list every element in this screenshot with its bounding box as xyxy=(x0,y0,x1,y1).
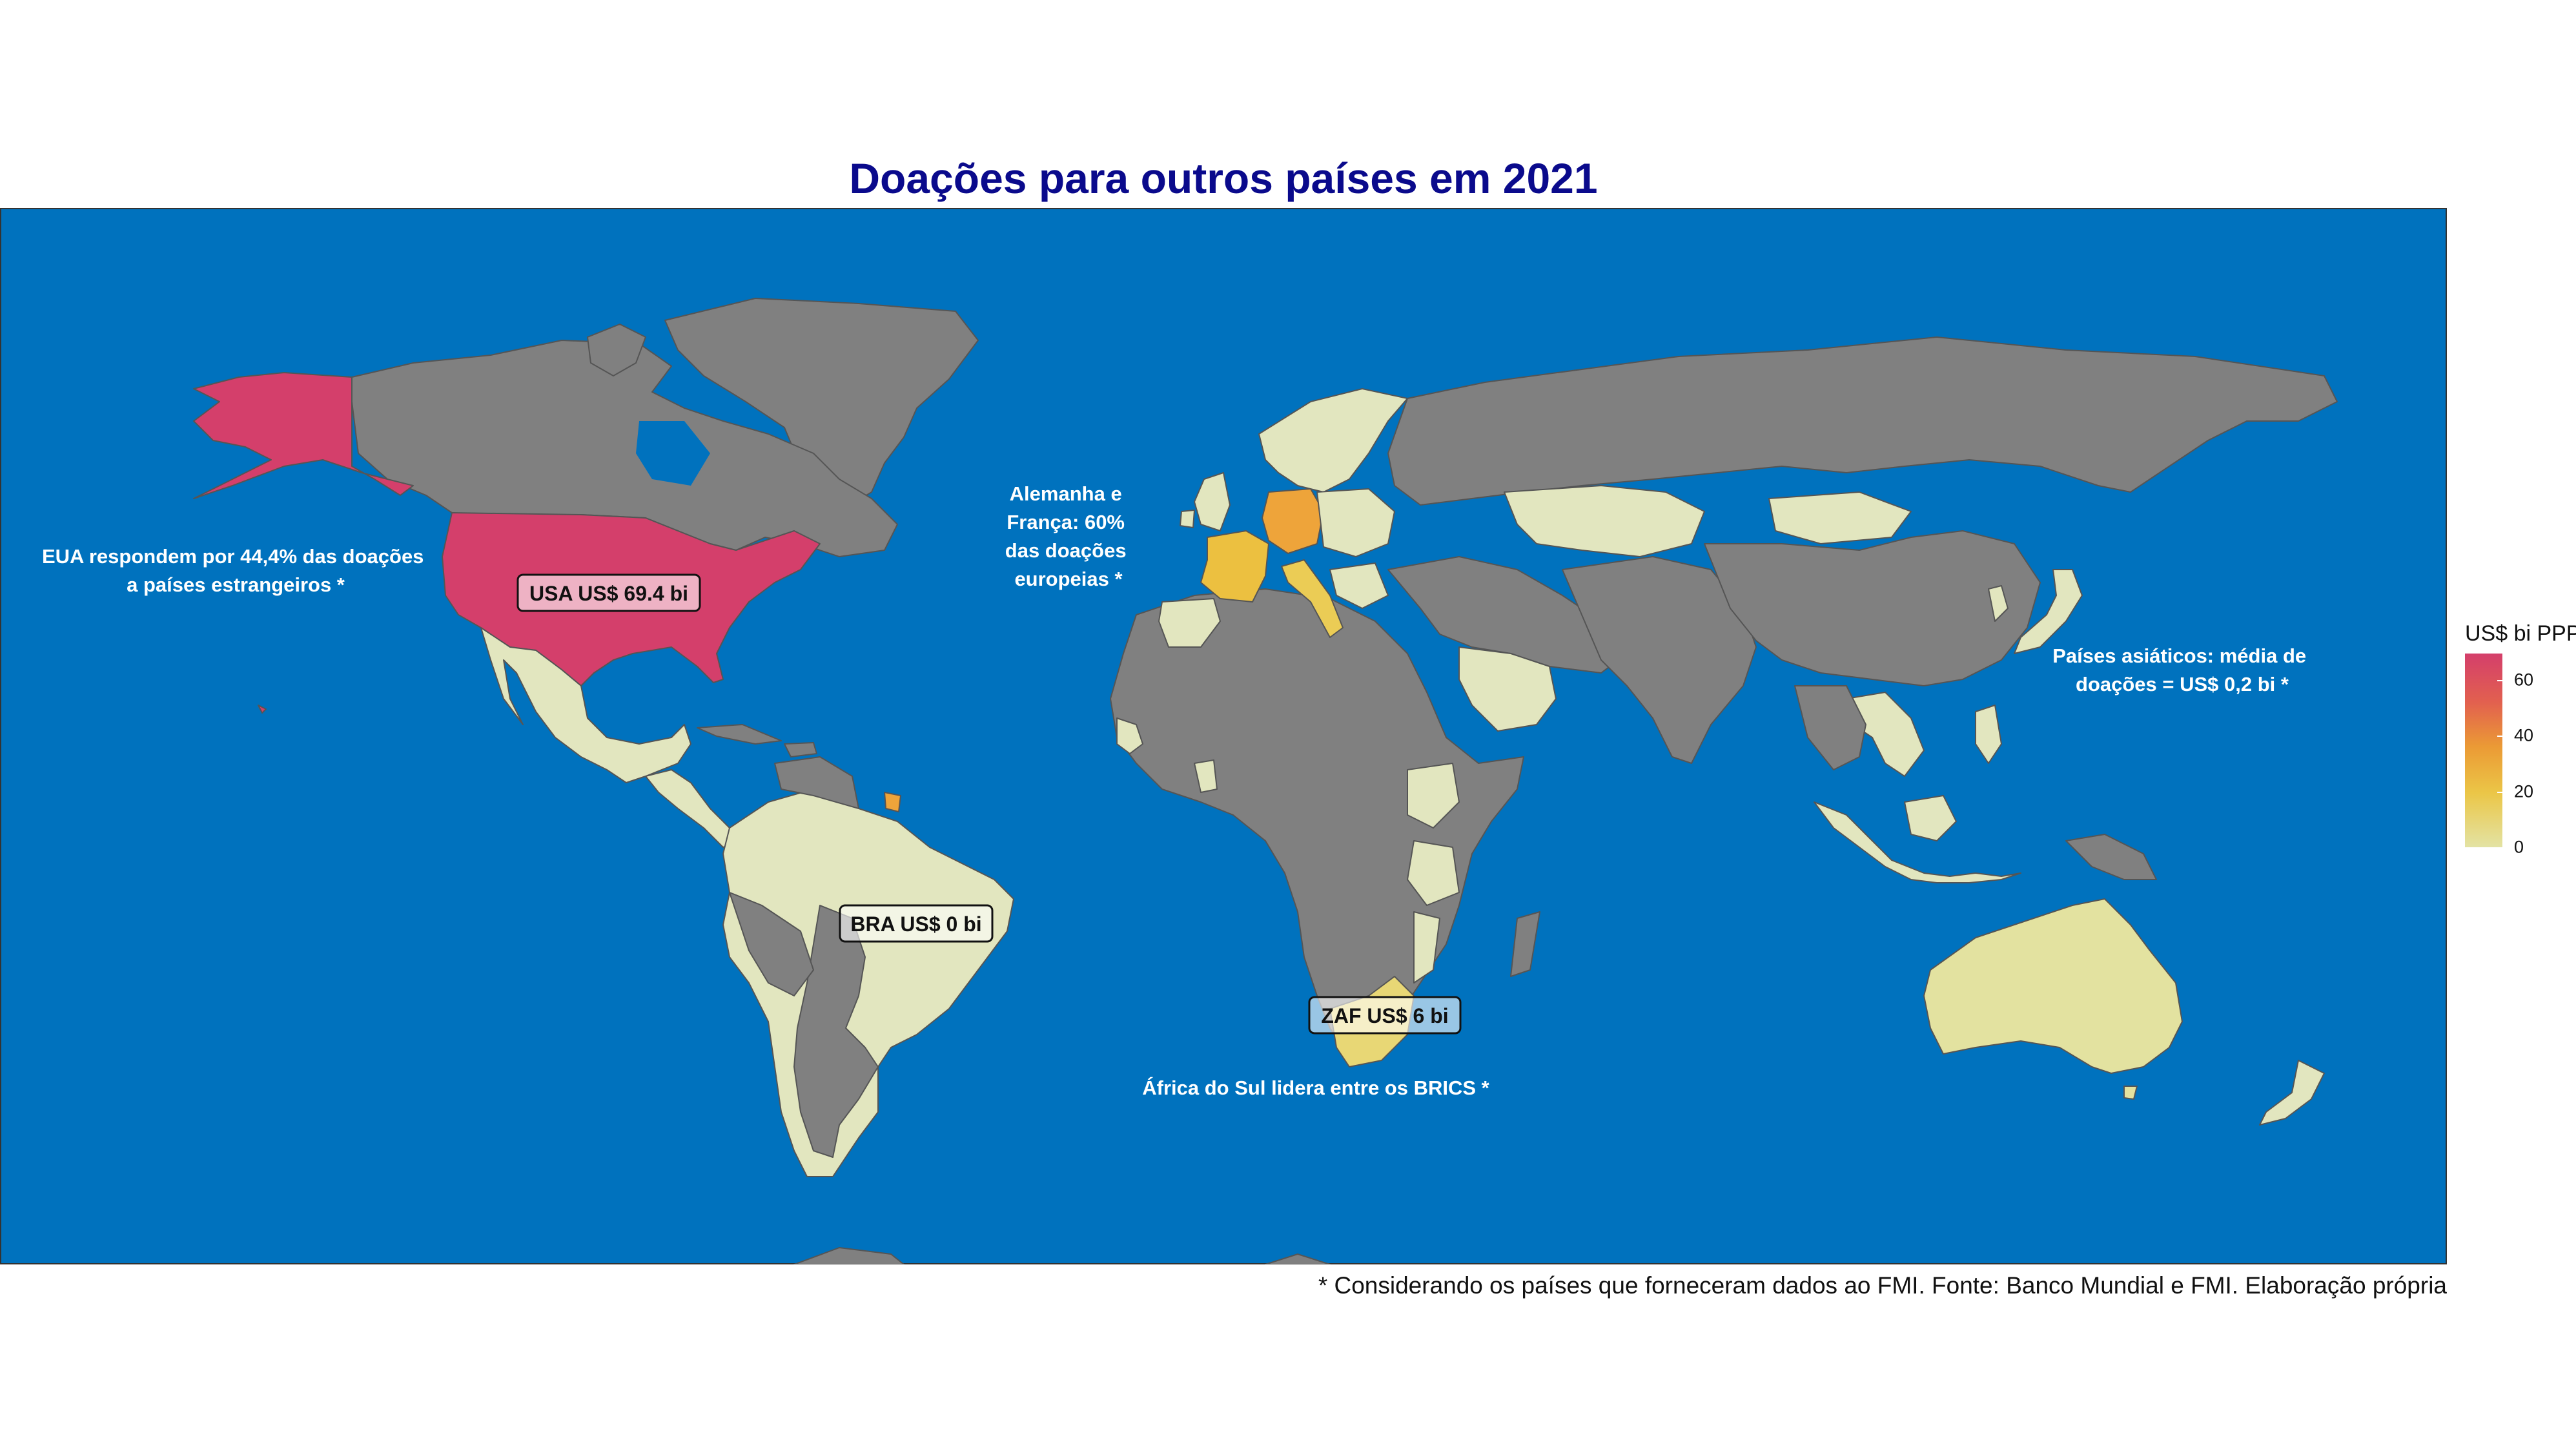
philippines xyxy=(1975,705,2002,764)
antarctica xyxy=(793,1247,1331,1264)
italy xyxy=(1281,559,1344,638)
germany xyxy=(1262,488,1324,554)
venezuela xyxy=(774,756,859,809)
source-footnote: * Considerando os países que forneceram … xyxy=(1318,1272,2447,1299)
asia-annotation: Países asiáticos: média de doações = US$… xyxy=(2052,644,2312,696)
color-legend: US$ bi PPP 60 40 20 0 xyxy=(2465,621,2576,857)
ireland xyxy=(1180,510,1195,528)
legend-tick-mark xyxy=(2497,791,2502,793)
hispaniola xyxy=(784,742,817,757)
zaf-label-text: ZAF US$ 6 bi xyxy=(1321,1004,1448,1027)
legend-tick-label: 40 xyxy=(2514,725,2534,745)
australia xyxy=(1923,898,2183,1074)
ethiopia-kenya xyxy=(1407,763,1460,829)
bra-label: BRA US$ 0 bi xyxy=(839,904,994,943)
zaf-label: ZAF US$ 6 bi xyxy=(1308,996,1462,1035)
korea xyxy=(1988,585,2009,622)
madagascar xyxy=(1510,911,1540,977)
france xyxy=(1200,530,1269,603)
eastern-europe xyxy=(1316,488,1395,557)
europe-annotation: Alemanha e França: 60% das doações europ… xyxy=(1005,482,1132,590)
bra-label-text: BRA US$ 0 bi xyxy=(850,912,981,936)
legend-tick-mark xyxy=(2497,847,2502,849)
balkans xyxy=(1329,562,1389,609)
legend-tick-label: 20 xyxy=(2514,781,2534,801)
west-africa-low xyxy=(1116,717,1143,754)
alaska xyxy=(193,372,414,499)
central-asia-south xyxy=(1562,556,1757,764)
mongolia xyxy=(1768,491,1912,544)
legend-tick-label: 60 xyxy=(2514,670,2534,690)
map-title: Doações para outros países em 2021 xyxy=(849,154,1598,202)
mozambique xyxy=(1413,911,1440,984)
borneo xyxy=(1904,795,1957,841)
legend-tick-label: 0 xyxy=(2514,837,2524,857)
legend-tick-mark xyxy=(2497,736,2502,737)
uk xyxy=(1194,472,1231,531)
china xyxy=(1704,530,2041,686)
argentina xyxy=(793,905,879,1158)
hudson-bay xyxy=(636,421,710,486)
french-guiana xyxy=(884,792,901,812)
indochina xyxy=(1794,685,1866,770)
usa-label-text: USA US$ 69.4 bi xyxy=(529,582,688,605)
middle-east xyxy=(1387,556,1628,674)
tanzania xyxy=(1407,840,1460,906)
ghana xyxy=(1194,759,1218,793)
hawaii xyxy=(258,705,267,714)
saudi-arabia xyxy=(1458,646,1557,732)
usa-annotation: EUA respondem por 44,4% das doações a pa… xyxy=(42,545,429,596)
scandinavia xyxy=(1258,388,1408,493)
africa-annotation: África do Sul lidera entre os BRICS * xyxy=(1142,1077,1489,1099)
iberia xyxy=(1158,598,1221,648)
cuba xyxy=(697,724,782,745)
greenland xyxy=(664,298,979,512)
kazakhstan xyxy=(1504,485,1705,557)
canada xyxy=(351,340,898,557)
indonesia xyxy=(1814,801,2021,883)
peru-bolivia xyxy=(729,892,814,996)
tasmania xyxy=(2123,1086,2138,1100)
new-zealand xyxy=(2259,1060,2325,1126)
world-map: EUA respondem por 44,4% das doações a pa… xyxy=(0,208,2447,1264)
japan xyxy=(2014,569,2083,654)
new-guinea xyxy=(2065,834,2157,880)
legend-title: US$ bi PPP xyxy=(2465,621,2576,646)
baffin-island xyxy=(587,324,646,376)
legend-tick-mark xyxy=(2497,679,2502,681)
legend-colorbar xyxy=(2465,654,2502,847)
usa-label: USA US$ 69.4 bi xyxy=(516,573,701,612)
